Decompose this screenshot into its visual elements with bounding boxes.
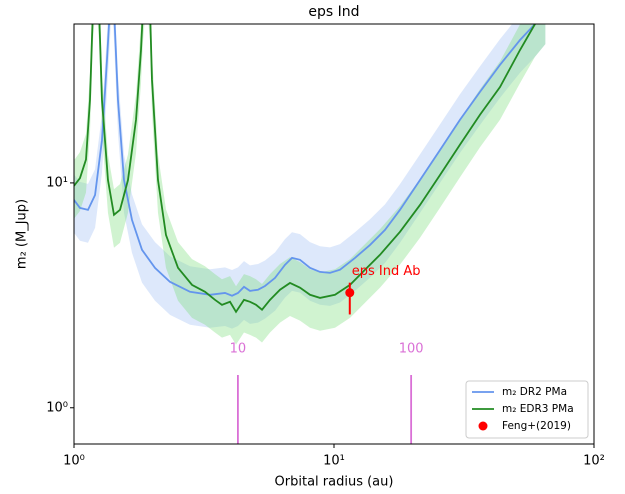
x-tick-label: 10¹: [323, 454, 345, 469]
y-axis-label: m₂ (M_Jup): [15, 199, 30, 269]
legend-label: m₂ EDR3 PMa: [502, 403, 574, 415]
legend-swatch: [478, 421, 488, 431]
legend-label: m₂ DR2 PMa: [502, 386, 567, 398]
data-point: [345, 288, 355, 298]
legend-label: Feng+(2019): [502, 420, 571, 432]
y-tick-label: 10¹: [46, 175, 68, 190]
uncertainty-band: [74, 24, 546, 345]
series-line: [74, 24, 537, 297]
x-tick-label: 10⁰: [63, 454, 85, 469]
x-tick-label: 10²: [583, 454, 605, 469]
marker-label: 100: [399, 342, 424, 357]
series-line: [74, 24, 537, 314]
x-axis-label: Orbital radius (au): [275, 475, 394, 490]
y-tick-label: 10⁰: [46, 400, 68, 415]
legend-box: [465, 380, 589, 439]
marker-label: 10: [230, 342, 247, 357]
chart-title: eps Ind: [308, 4, 359, 20]
annotation: eps Ind Ab: [352, 264, 421, 279]
